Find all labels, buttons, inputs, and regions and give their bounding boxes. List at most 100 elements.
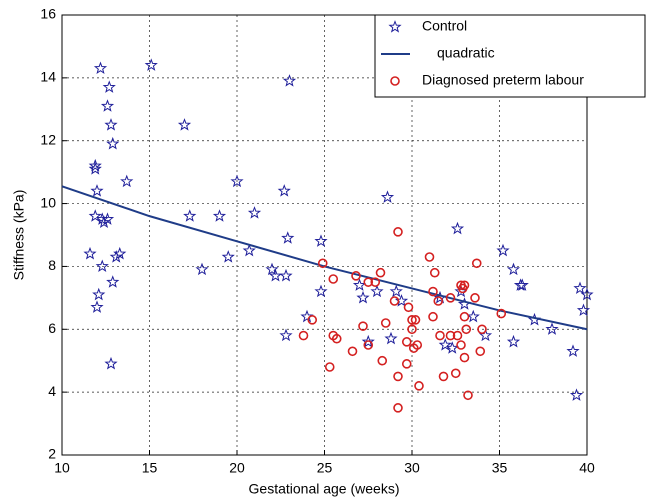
star-marker <box>144 58 158 71</box>
circle-marker <box>461 324 472 335</box>
circle-marker <box>351 271 361 281</box>
legend-box <box>374 14 646 98</box>
circle-marker <box>393 403 403 413</box>
circle-marker <box>403 302 414 313</box>
circle-marker <box>496 308 507 319</box>
star-marker <box>389 284 403 298</box>
star-marker <box>496 243 510 257</box>
star-marker <box>102 80 116 93</box>
circle-marker <box>410 315 421 325</box>
circle-marker <box>377 355 388 366</box>
circle-marker <box>389 296 400 306</box>
circle-marker <box>363 340 374 350</box>
star-marker <box>314 234 328 247</box>
x-tick-label: 35 <box>492 460 508 476</box>
star-marker <box>97 215 111 229</box>
x-tick-label: 10 <box>54 460 70 476</box>
circle-marker <box>450 368 461 379</box>
star-marker <box>569 388 584 401</box>
star-marker <box>106 136 120 150</box>
legend-label: quadratic <box>437 45 495 61</box>
star-marker <box>268 268 283 282</box>
circle-marker <box>457 283 468 294</box>
star-marker <box>242 243 256 257</box>
star-marker <box>83 246 97 260</box>
circle-marker <box>375 267 386 278</box>
circle-marker <box>475 346 486 357</box>
star-marker <box>576 303 591 317</box>
legend-label: Diagnosed preterm labour <box>422 72 584 88</box>
star-marker <box>95 259 109 273</box>
circle-marker <box>358 321 368 331</box>
circle-marker <box>370 277 381 287</box>
star-marker <box>281 231 295 244</box>
circle-marker <box>471 258 482 269</box>
y-tick-label: 10 <box>40 194 56 210</box>
star-marker <box>438 338 452 351</box>
star-marker <box>370 284 384 298</box>
circle-marker <box>445 293 456 303</box>
y-tick-label: 2 <box>48 446 56 462</box>
star-marker <box>88 158 102 172</box>
star-marker <box>93 61 108 75</box>
circle-marker <box>438 371 449 382</box>
star-marker <box>314 284 328 298</box>
legend-label: Control <box>422 18 467 34</box>
star-marker <box>195 262 209 276</box>
circle-marker <box>324 362 335 372</box>
star-marker <box>247 206 262 219</box>
plot-frame <box>61 14 588 456</box>
circle-marker <box>407 315 417 325</box>
star-marker <box>92 287 106 301</box>
legend: Control quadratic Diagnosed preterm labour <box>374 14 646 98</box>
x-tick-label: 20 <box>229 460 245 476</box>
star-marker <box>212 209 227 222</box>
star-marker <box>506 334 521 348</box>
star-marker <box>580 287 594 301</box>
star-marker <box>356 290 370 304</box>
circle-marker <box>428 286 438 297</box>
circle-marker <box>393 227 403 237</box>
star-marker <box>177 118 192 131</box>
star-marker <box>279 268 293 282</box>
y-tick-label: 12 <box>40 131 56 147</box>
star-marker <box>352 278 367 291</box>
star-marker <box>104 118 118 131</box>
circle-marker <box>428 311 438 322</box>
circle-marker <box>347 346 358 357</box>
x-tick-label: 15 <box>142 460 158 476</box>
star-marker <box>380 190 395 203</box>
circle-marker <box>407 324 417 335</box>
circle-marker <box>390 76 400 86</box>
circle-marker <box>435 330 445 341</box>
circle-marker <box>363 277 374 287</box>
y-axis-label: Stiffness (kPa) <box>11 190 27 281</box>
circle-marker <box>412 340 423 350</box>
star-marker <box>88 209 102 222</box>
y-tick-label: 14 <box>40 69 56 85</box>
y-tick-label: 16 <box>40 6 56 22</box>
star-marker <box>450 221 465 235</box>
x-tick-label: 40 <box>579 460 595 476</box>
star-marker <box>388 20 402 33</box>
star-marker <box>183 209 197 222</box>
star-marker <box>573 281 587 295</box>
circle-marker <box>307 315 318 325</box>
star-marker <box>109 250 123 263</box>
circle-marker <box>393 371 403 382</box>
star-marker <box>100 212 115 225</box>
circle-marker <box>456 340 466 350</box>
star-marker <box>445 341 459 354</box>
star-marker <box>545 322 559 335</box>
circle-marker <box>433 296 444 306</box>
circle-marker <box>331 333 342 344</box>
circle-marker <box>424 252 435 262</box>
circle-marker <box>452 330 463 341</box>
circle-marker <box>380 318 391 328</box>
star-marker <box>300 309 314 323</box>
star-marker <box>265 262 279 276</box>
circle-marker <box>459 352 470 363</box>
x-axis-label: Gestational age (weeks) <box>249 481 400 497</box>
y-tick-label: 4 <box>48 383 56 399</box>
star-marker <box>100 99 115 112</box>
